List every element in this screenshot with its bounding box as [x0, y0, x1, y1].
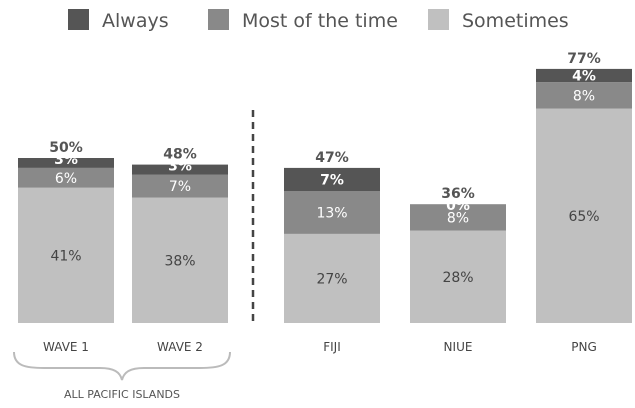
data-label-wave-1-sometimes: 41% [50, 248, 81, 264]
legend-swatch-most-of-the-time [208, 9, 229, 30]
bar-wave-1-sometimes [18, 187, 114, 323]
data-label-fiji-most-of-the-time: 13% [316, 205, 347, 221]
bar-wave-2-sometimes [132, 197, 228, 323]
group-label: ALL PACIFIC ISLANDS [64, 388, 180, 401]
category-label-png: PNG [571, 340, 597, 354]
bar-png-sometimes [536, 108, 632, 323]
group-brace [13, 351, 231, 381]
total-label-fiji: 47% [315, 150, 349, 166]
chart-decorations: ALL PACIFIC ISLANDS [13, 110, 255, 401]
category-label-wave-1: WAVE 1 [43, 340, 89, 354]
bar-niue-sometimes [410, 230, 506, 323]
data-label-wave-2-always: 3% [168, 159, 192, 175]
category-label-niue: NIUE [444, 340, 473, 354]
legend-label-sometimes: Sometimes [462, 10, 569, 32]
data-label-png-always: 4% [572, 69, 596, 85]
data-label-niue-most-of-the-time: 8% [447, 210, 469, 226]
data-label-wave-2-most-of-the-time: 7% [169, 179, 191, 195]
legend: Always Most of the time Sometimes [68, 9, 569, 32]
category-label-fiji: FIJI [323, 340, 341, 354]
data-label-fiji-sometimes: 27% [316, 271, 347, 287]
bar-png-always [536, 68, 632, 83]
legend-label-always: Always [102, 10, 169, 32]
bar-wave-1-always [18, 158, 114, 168]
legend-label-most-of-the-time: Most of the time [242, 10, 398, 32]
legend-swatch-sometimes [428, 9, 449, 30]
total-label-niue: 36% [441, 186, 475, 202]
data-label-fiji-always: 7% [320, 172, 344, 188]
total-label-wave-2: 48% [163, 147, 197, 163]
data-label-wave-1-most-of-the-time: 6% [55, 171, 77, 187]
bar-fiji-sometimes [284, 233, 380, 323]
legend-swatch-always [68, 9, 89, 30]
bar-wave-2-most-of-the-time [132, 174, 228, 198]
bar-fiji-always [284, 167, 380, 191]
data-label-niue-sometimes: 28% [442, 270, 473, 286]
bars: 41%6%3%50%WAVE 138%7%3%48%WAVE 227%13%7%… [18, 51, 632, 354]
data-label-wave-2-sometimes: 38% [164, 253, 195, 269]
category-label-wave-2: WAVE 2 [157, 340, 203, 354]
bar-wave-2-always [132, 164, 228, 175]
data-label-png-sometimes: 65% [568, 209, 599, 225]
bar-niue-most-of-the-time [410, 204, 506, 231]
data-label-niue-always: 0% [446, 198, 470, 214]
data-label-wave-1-always: 3% [54, 152, 78, 168]
bar-png-most-of-the-time [536, 82, 632, 109]
bar-wave-1-most-of-the-time [18, 167, 114, 188]
total-label-png: 77% [567, 51, 601, 67]
total-label-wave-1: 50% [49, 140, 83, 156]
data-label-png-most-of-the-time: 8% [573, 88, 595, 104]
bar-fiji-most-of-the-time [284, 191, 380, 234]
